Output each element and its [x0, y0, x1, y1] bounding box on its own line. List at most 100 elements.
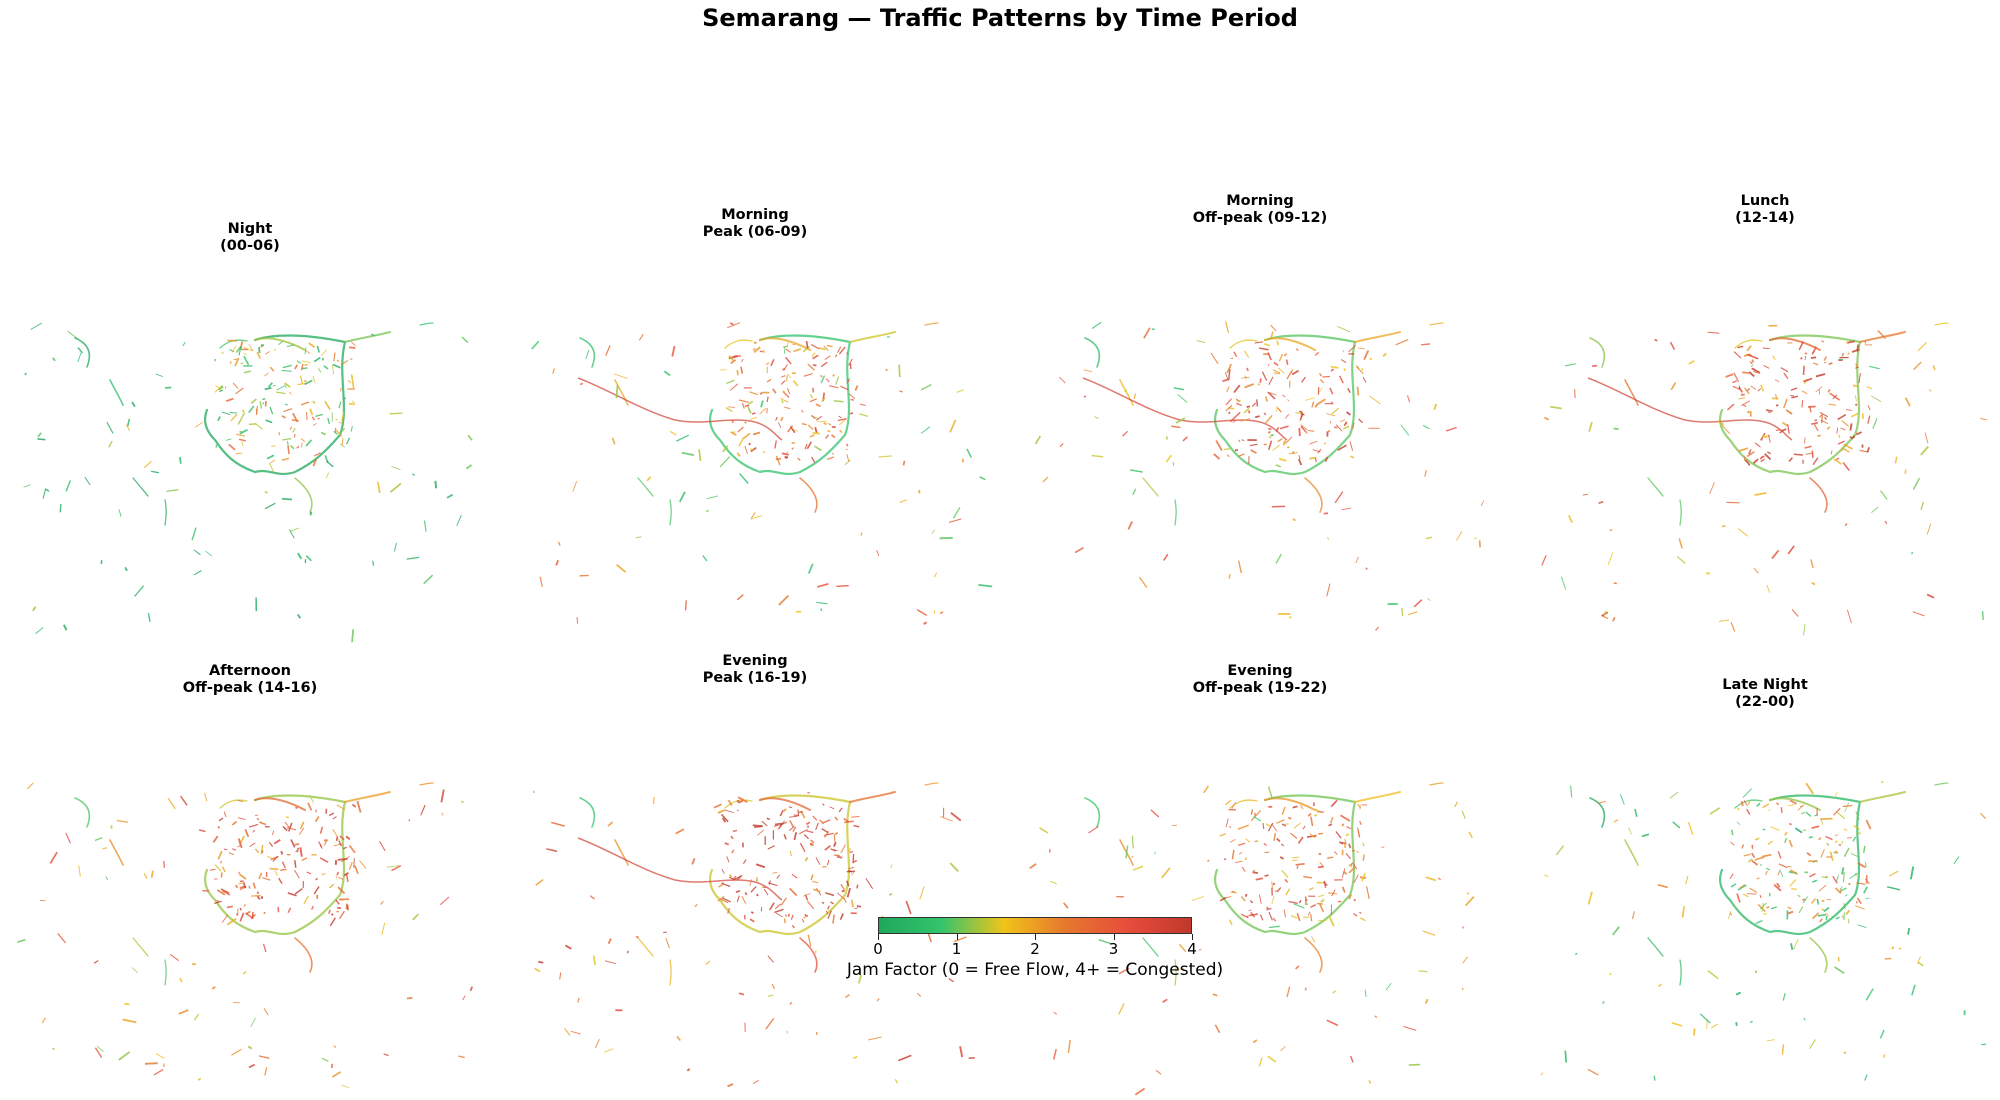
road-segment [815, 951, 816, 954]
road-segment [1174, 388, 1184, 390]
colorbar-tick-label: 3 [1099, 940, 1129, 958]
road-segment [800, 478, 817, 512]
road-segment [349, 347, 355, 348]
road-segment [342, 438, 343, 445]
road-segment [1426, 999, 1428, 1003]
road-segment [617, 565, 626, 572]
road-segment [31, 323, 42, 329]
road-segment [836, 586, 849, 587]
road-segment [1241, 897, 1245, 902]
colorbar-tick-label: 2 [1020, 940, 1050, 958]
road-segment [110, 840, 123, 865]
road-segment [1226, 819, 1228, 828]
road-segment [1625, 380, 1638, 405]
road-segment [1211, 353, 1218, 364]
road-segment [538, 962, 543, 963]
road-segment [1822, 415, 1823, 423]
road-segment [1315, 404, 1318, 407]
road-segment [834, 401, 844, 402]
road-segment [789, 816, 797, 817]
road-segment [785, 919, 786, 924]
road-segment [243, 972, 246, 974]
road-segment [636, 937, 638, 938]
road-segment [1287, 371, 1292, 379]
road-segment [763, 452, 765, 453]
road-segment [295, 889, 302, 894]
road-segment [283, 365, 292, 367]
road-segment [727, 323, 740, 328]
road-segment [249, 825, 258, 828]
road-segment [1918, 342, 1927, 351]
road-segment [1913, 612, 1925, 616]
road-segment [595, 1039, 599, 1048]
road-segment [1409, 1065, 1420, 1066]
road-segment [321, 350, 327, 356]
road-segment [1743, 405, 1746, 407]
road-segment [571, 1031, 581, 1034]
road-segment [1733, 381, 1737, 383]
road-segment [857, 885, 858, 889]
road-segment [784, 809, 786, 811]
road-segment [326, 473, 328, 479]
road-segment [380, 841, 386, 851]
road-segment [295, 365, 297, 369]
road-segment [822, 829, 829, 833]
panel-title: Afternoon Off-peak (14-16) [15, 663, 485, 697]
road-segment [733, 830, 737, 831]
road-segment [1708, 332, 1720, 333]
road-segment [1858, 925, 1867, 928]
road-segment [886, 369, 888, 370]
road-segment [1869, 366, 1880, 369]
road-segment [421, 805, 425, 815]
road-segment [957, 390, 964, 393]
road-segment [810, 435, 815, 437]
road-segment [861, 533, 862, 536]
road-segment [1791, 943, 1792, 949]
road-segment [836, 376, 839, 384]
road-segment [830, 902, 833, 904]
road-segment [183, 342, 185, 346]
road-segment [1866, 862, 1867, 868]
road-segment [1764, 365, 1770, 368]
road-segment [781, 417, 783, 421]
road-segment [1050, 881, 1057, 884]
road-segment [1822, 909, 1824, 910]
road-segment [222, 412, 231, 415]
road-segment [1307, 836, 1317, 837]
road-segment [236, 434, 245, 436]
road-segment [1287, 360, 1288, 365]
road-segment [1226, 800, 1232, 805]
road-segment [1865, 898, 1869, 899]
road-segment [1269, 377, 1273, 385]
road-segment [1727, 404, 1734, 410]
road-segment [846, 444, 848, 446]
road-segment [791, 915, 793, 920]
road-segment [1818, 915, 1826, 916]
road-segment [259, 347, 260, 353]
road-segment [714, 804, 722, 807]
road-segment [825, 846, 830, 851]
road-segment [1816, 374, 1825, 376]
road-segment [810, 394, 812, 398]
road-segment [608, 822, 613, 826]
road-segment [1269, 364, 1270, 366]
road-segment [1346, 834, 1349, 836]
road-segment [1809, 874, 1815, 877]
road-segment [826, 379, 829, 382]
road-segment [1841, 428, 1846, 430]
road-segment [1143, 478, 1158, 496]
road-segment [1434, 404, 1436, 410]
road-segment [1752, 360, 1753, 363]
road-segment [1290, 617, 1292, 619]
road-segment [805, 858, 807, 862]
road-segment [145, 1063, 158, 1064]
road-segment [1467, 893, 1469, 894]
road-segment [321, 433, 325, 435]
road-segment [1751, 365, 1753, 367]
road-segment [1845, 895, 1847, 897]
road-segment [824, 423, 827, 424]
road-segment [1855, 906, 1865, 910]
road-segment [1292, 860, 1297, 861]
road-segment [1771, 907, 1777, 909]
road-segment [1268, 432, 1270, 433]
